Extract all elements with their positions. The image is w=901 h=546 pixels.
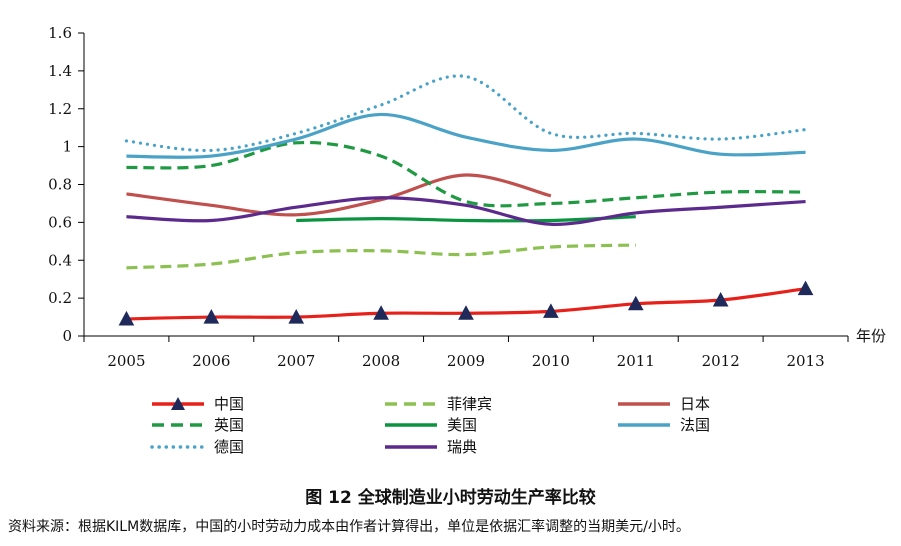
y-tick-label: 0.4 [48,251,72,269]
legend-label: 美国 [447,416,477,434]
legend-label: 日本 [680,395,710,413]
y-tick-label: 1.4 [48,62,72,80]
x-tick-label: 2011 [617,352,655,370]
data-point-marker [373,305,389,320]
series-line-英国 [126,140,806,208]
legend-item: 英国 [152,416,244,434]
legend-label: 瑞典 [447,438,477,456]
chart-series-lines [124,74,808,321]
x-tick-label: 2012 [702,352,740,370]
line-chart: 0 0.2 0.4 0.6 0.8 1 1.2 1.4 1.6 2005 2006 2007 2008 2… [48,24,886,456]
legend-label: 法国 [680,416,710,434]
x-tick-label: 2013 [786,352,824,370]
x-tick-label: 2009 [447,352,485,370]
legend-item: 中国 [152,395,244,413]
y-tick-label: 1 [62,138,72,156]
data-point-marker [712,291,729,307]
data-point-marker [543,303,559,318]
chart-series-markers [118,280,814,326]
y-tick-label: 0.2 [48,289,72,307]
legend-label: 英国 [214,416,244,434]
series-line-菲律宾 [126,243,636,270]
legend-item: 瑞典 [385,438,477,456]
x-tick-label: 2005 [107,352,145,370]
data-point-marker [458,305,474,320]
data-point-marker [118,310,135,326]
legend-label: 菲律宾 [447,395,492,413]
legend-item: 菲律宾 [385,395,492,413]
x-tick-label: 2010 [532,352,570,370]
y-tick-label: 1.2 [48,100,72,118]
series-line-瑞典 [126,196,806,226]
series-line-德国 [124,74,808,153]
y-tick-label: 0 [62,327,72,345]
data-point-marker [797,280,814,296]
chart-axes: 0 0.2 0.4 0.6 0.8 1 1.2 1.4 1.6 2005 2006 2007 2008 2… [48,24,886,370]
legend-item: 美国 [385,416,477,434]
series-line-法国 [126,112,806,159]
source-note: 资料来源：根据KILM数据库，中国的小时劳动力成本由作者计算得出，单位是依据汇率… [8,519,690,535]
legend-marker [171,397,185,410]
x-axis-title: 年份 [856,327,886,345]
data-point-marker [627,295,644,311]
data-point-marker [203,309,220,324]
x-tick-label: 2006 [192,352,230,370]
data-point-marker [288,309,305,324]
y-tick-label: 1.6 [48,24,72,42]
y-tick-label: 0.6 [48,213,72,231]
y-tick-label: 0.8 [48,176,72,194]
legend-item: 法国 [618,416,710,434]
series-line-美国 [296,215,636,223]
legend-item: 德国 [150,438,244,456]
x-tick-label: 2007 [277,352,315,370]
legend-label: 中国 [214,395,244,413]
legend-item: 日本 [618,395,710,413]
x-tick-label: 2008 [362,352,400,370]
legend-label: 德国 [214,438,244,456]
figure-title: 图 12 全球制造业小时劳动生产率比较 [305,488,596,508]
series-line-日本 [126,173,552,217]
